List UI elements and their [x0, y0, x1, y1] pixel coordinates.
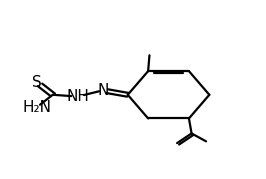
Text: S: S	[32, 75, 42, 90]
Text: N: N	[97, 83, 109, 98]
Text: H₂N: H₂N	[22, 100, 51, 115]
Text: NH: NH	[66, 89, 89, 104]
